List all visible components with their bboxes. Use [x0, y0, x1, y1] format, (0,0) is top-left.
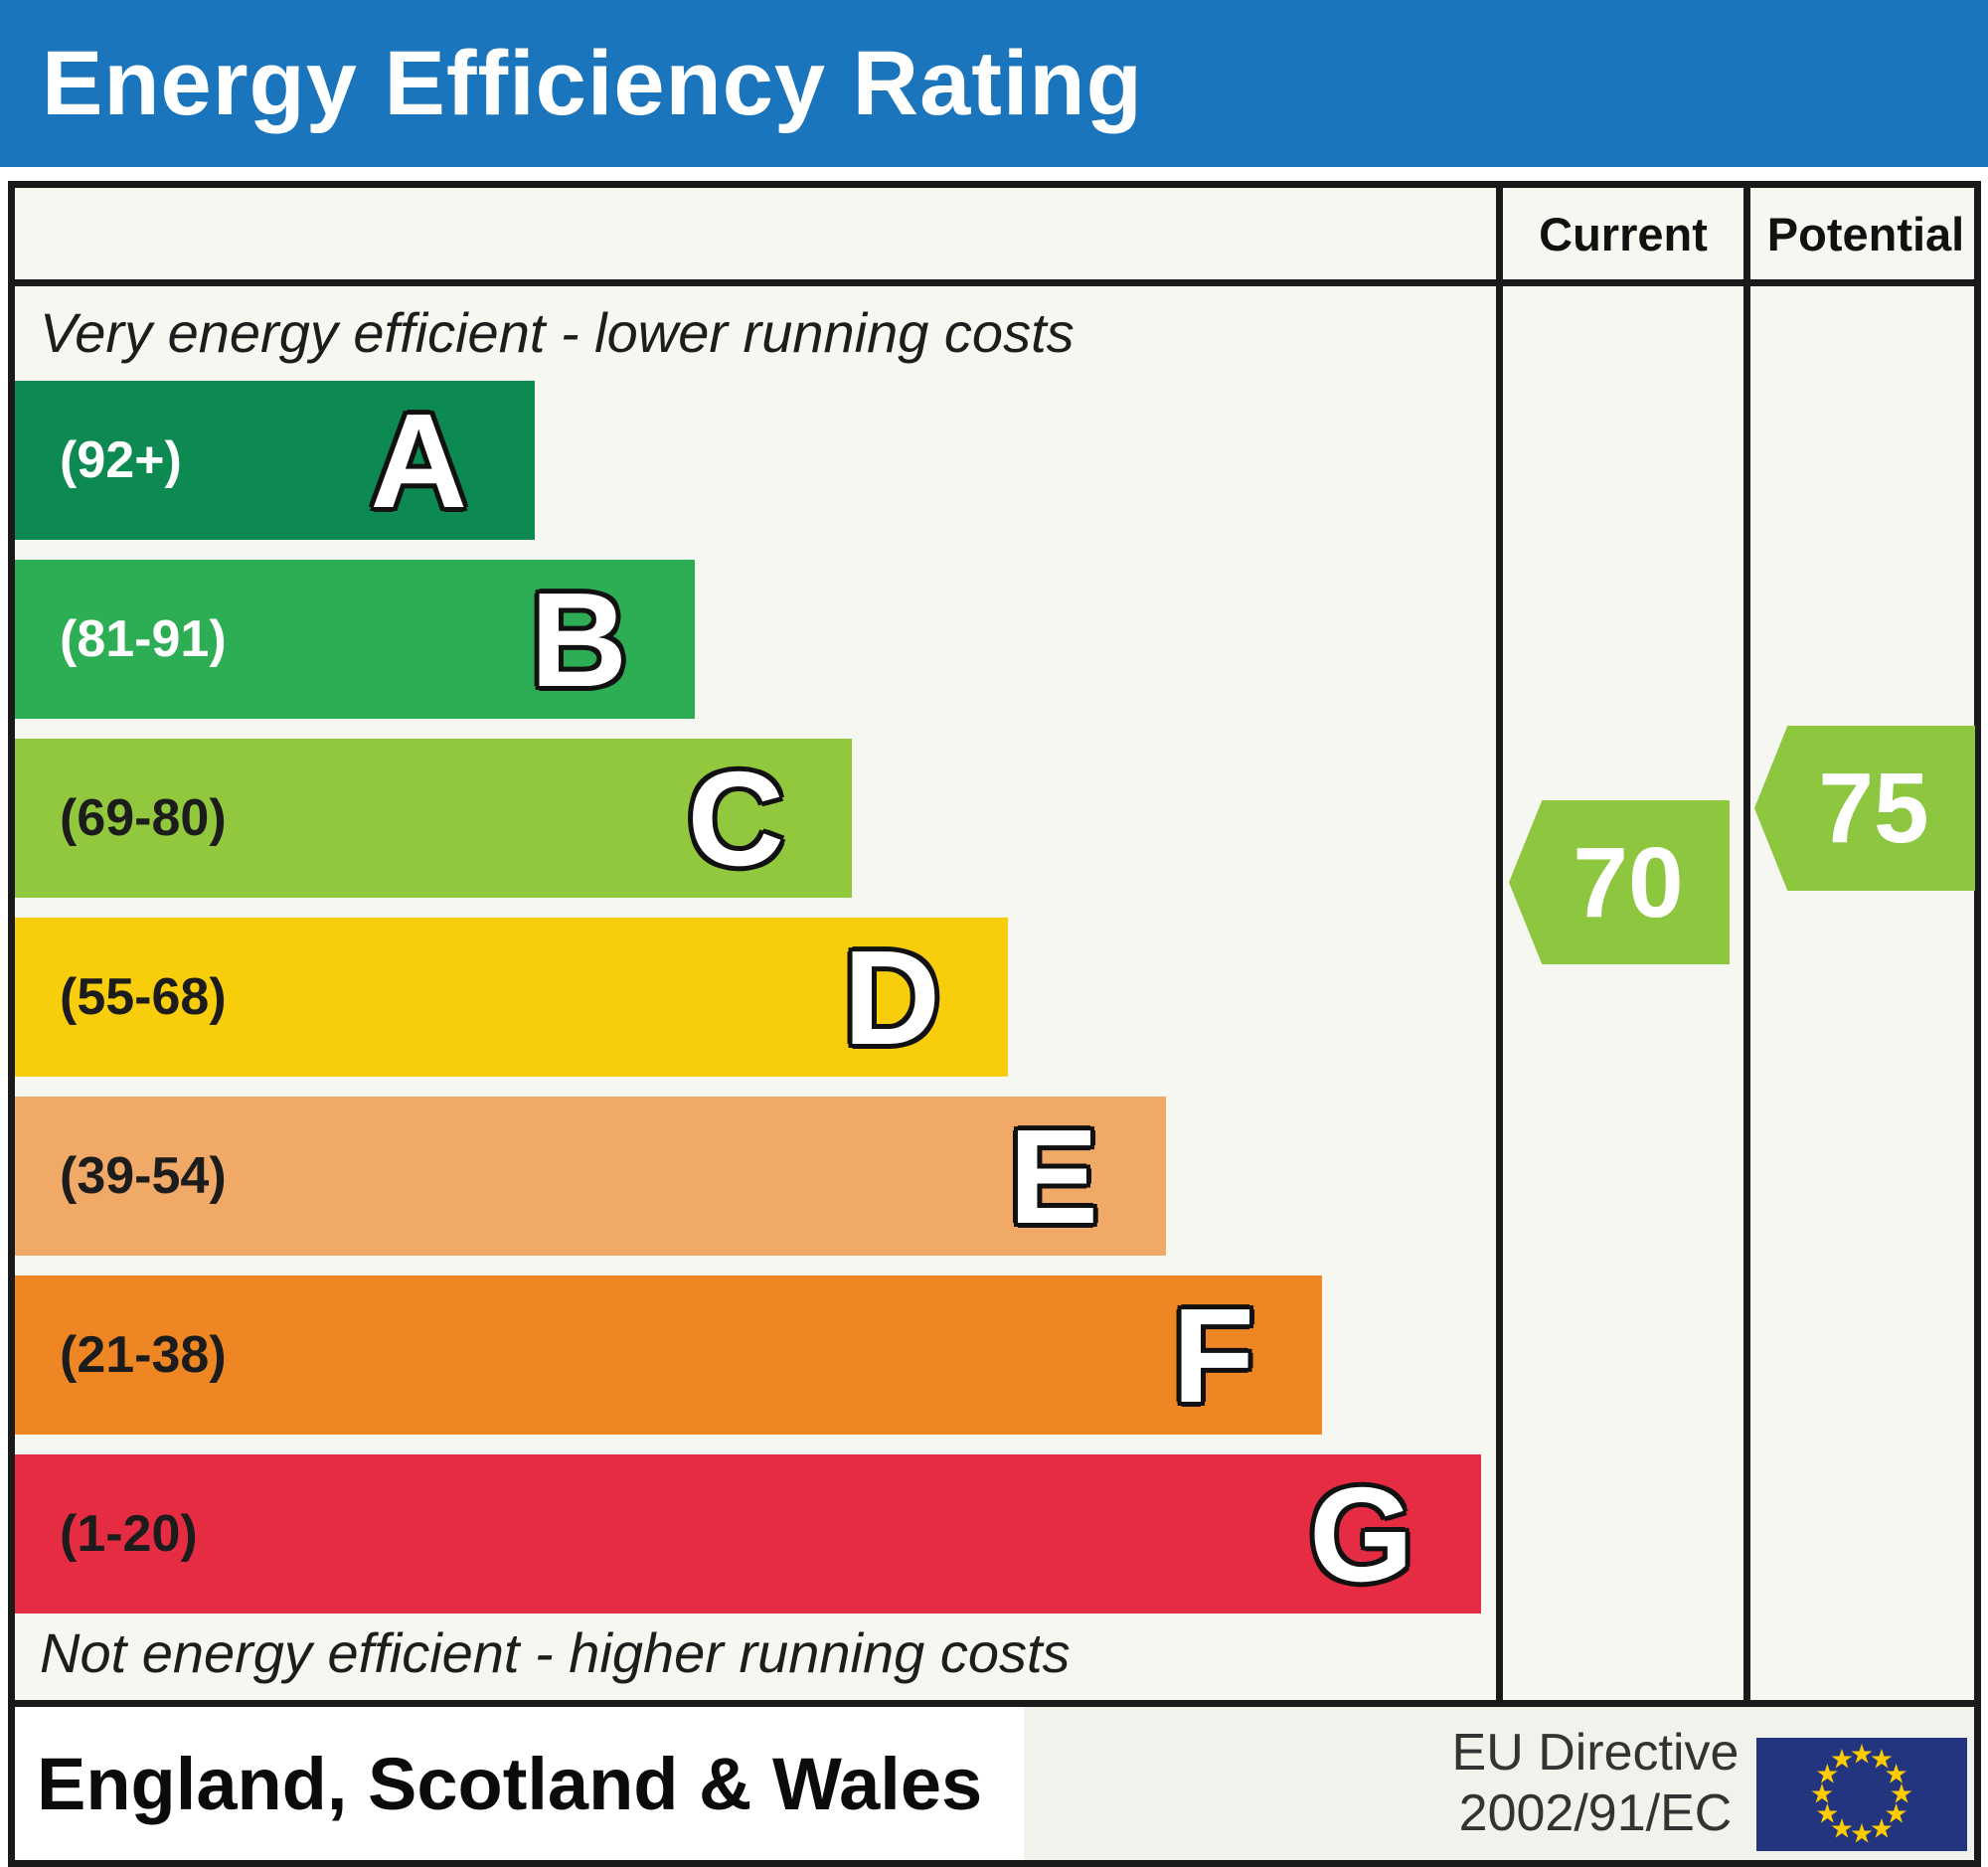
band-c-range: (69-80): [60, 789, 227, 847]
eu-flag-star-icon: ★: [1884, 1798, 1908, 1829]
potential-column-divider: [1743, 181, 1750, 1707]
footer-region-cell: England, Scotland & Wales: [15, 1707, 1024, 1860]
current-column-header: Current: [1539, 207, 1708, 260]
band-b-letter: B: [530, 564, 628, 715]
eu-flag-star-icon: ★: [1884, 1759, 1908, 1789]
page-title: Energy Efficiency Rating: [42, 32, 1143, 134]
top-note: Very energy efficient - lower running co…: [40, 301, 1075, 364]
potential-column-header: Potential: [1766, 207, 1965, 260]
potential-rating-value: 75: [1818, 753, 1929, 864]
eu-directive-label: EU Directive 2002/91/EC: [1451, 1707, 1740, 1860]
eu-flag-star-icon: ★: [1829, 1813, 1855, 1844]
eu-flag-icon: ★ ★ ★ ★ ★ ★ ★ ★ ★ ★ ★ ★: [1756, 1738, 1967, 1851]
band-c-letter: C: [687, 743, 785, 894]
band-c: (69-80) C: [15, 739, 852, 898]
eu-flag-star-icon: ★: [1849, 1739, 1875, 1770]
potential-rating-marker: 75: [1754, 726, 1975, 891]
eu-flag-star-icon: ★: [1889, 1779, 1914, 1809]
band-f-letter: F: [1172, 1279, 1254, 1431]
band-g-letter: G: [1308, 1458, 1413, 1610]
band-a-letter: A: [370, 385, 468, 536]
band-a-range: (92+): [60, 431, 182, 489]
band-f: (21-38) F: [15, 1275, 1322, 1435]
eu-flag-star-icon: ★: [1869, 1744, 1895, 1775]
header-underline: [8, 279, 1981, 286]
band-e-letter: E: [1008, 1101, 1098, 1252]
band-d: (55-68) D: [15, 918, 1008, 1077]
eu-flag-star-icon: ★: [1869, 1813, 1895, 1844]
eu-flag-star-icon: ★: [1829, 1744, 1855, 1775]
footer-region-label: England, Scotland & Wales: [37, 1742, 983, 1825]
current-column-divider: [1496, 181, 1503, 1707]
current-rating-marker: 70: [1509, 800, 1730, 964]
eu-flag-star-icon: ★: [1815, 1759, 1840, 1789]
eu-flag-star-icon: ★: [1815, 1798, 1840, 1829]
band-e: (39-54) E: [15, 1097, 1166, 1256]
eu-directive-line1: EU Directive: [1451, 1723, 1740, 1782]
band-b: (81-91) B: [15, 560, 695, 719]
eu-flag-star-icon: ★: [1809, 1779, 1835, 1809]
band-d-range: (55-68): [60, 968, 227, 1026]
title-bar: Energy Efficiency Rating: [0, 0, 1988, 167]
band-b-range: (81-91): [60, 610, 227, 668]
band-g-range: (1-20): [60, 1505, 198, 1563]
band-g: (1-20) G: [15, 1454, 1481, 1613]
footer: England, Scotland & Wales EU Directive 2…: [8, 1707, 1981, 1867]
band-a: (92+) A: [15, 381, 535, 540]
band-f-range: (21-38): [60, 1326, 227, 1384]
bottom-note: Not energy efficient - higher running co…: [40, 1621, 1071, 1684]
eu-flag-star-icon: ★: [1849, 1818, 1875, 1849]
current-rating-value: 70: [1573, 826, 1684, 938]
eu-directive-line2: 2002/91/EC: [1458, 1784, 1733, 1842]
band-e-range: (39-54): [60, 1147, 227, 1205]
band-d-letter: D: [843, 922, 941, 1073]
